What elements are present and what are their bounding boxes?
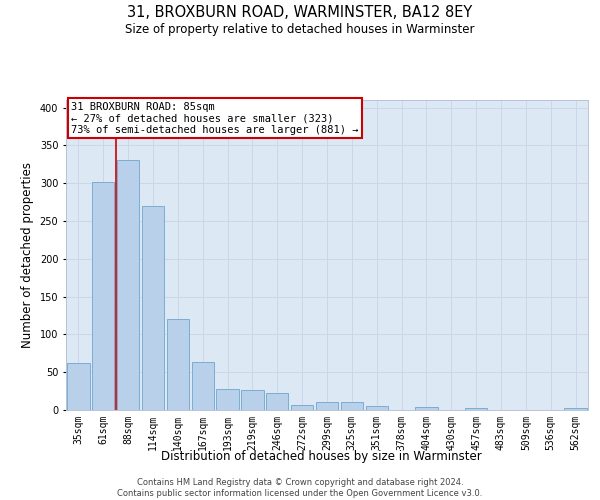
Bar bbox=[117, 160, 139, 410]
Bar bbox=[67, 363, 89, 410]
Bar bbox=[365, 406, 388, 410]
Bar bbox=[565, 408, 587, 410]
Bar bbox=[142, 206, 164, 410]
Y-axis label: Number of detached properties: Number of detached properties bbox=[21, 162, 34, 348]
Bar bbox=[291, 404, 313, 410]
Text: Distribution of detached houses by size in Warminster: Distribution of detached houses by size … bbox=[161, 450, 481, 463]
Bar bbox=[415, 407, 437, 410]
Text: 31 BROXBURN ROAD: 85sqm
← 27% of detached houses are smaller (323)
73% of semi-d: 31 BROXBURN ROAD: 85sqm ← 27% of detache… bbox=[71, 102, 359, 134]
Bar bbox=[341, 402, 363, 410]
Bar bbox=[266, 392, 289, 410]
Text: 31, BROXBURN ROAD, WARMINSTER, BA12 8EY: 31, BROXBURN ROAD, WARMINSTER, BA12 8EY bbox=[127, 5, 473, 20]
Bar bbox=[217, 389, 239, 410]
Bar bbox=[167, 320, 189, 410]
Text: Size of property relative to detached houses in Warminster: Size of property relative to detached ho… bbox=[125, 22, 475, 36]
Bar bbox=[92, 182, 115, 410]
Bar bbox=[191, 362, 214, 410]
Text: Contains HM Land Registry data © Crown copyright and database right 2024.
Contai: Contains HM Land Registry data © Crown c… bbox=[118, 478, 482, 498]
Bar bbox=[316, 402, 338, 410]
Bar bbox=[465, 408, 487, 410]
Bar bbox=[241, 390, 263, 410]
